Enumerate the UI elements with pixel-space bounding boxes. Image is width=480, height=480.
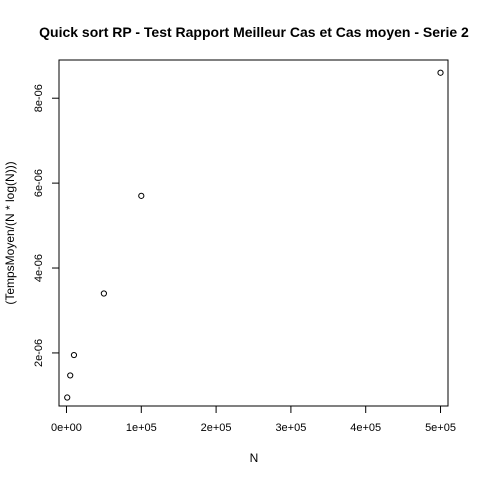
x-tick-label: 5e+05 xyxy=(425,422,456,434)
x-axis-label: N xyxy=(250,451,259,465)
x-tick-label: 3e+05 xyxy=(275,422,306,434)
x-tick-label: 1e+05 xyxy=(126,422,157,434)
y-axis: 2e-06 4e-06 6e-06 8e-06 xyxy=(33,84,60,367)
x-axis: 0e+00 1e+05 2e+05 3e+05 4e+05 5e+05 xyxy=(51,405,456,434)
data-point xyxy=(437,69,444,76)
data-point xyxy=(64,394,71,401)
data-points xyxy=(64,69,444,401)
x-tick-label: 2e+05 xyxy=(201,422,232,434)
y-axis-label: (TempsMoyen/(N * log(N))) xyxy=(3,161,17,304)
y-tick-label: 4e-06 xyxy=(33,254,45,282)
y-tick-label: 2e-06 xyxy=(33,339,45,367)
data-point xyxy=(138,192,145,199)
plot-frame xyxy=(58,59,449,407)
chart-title: Quick sort RP - Test Rapport Meilleur Ca… xyxy=(39,24,469,40)
x-tick-label: 0e+00 xyxy=(51,422,82,434)
data-point xyxy=(100,290,107,297)
data-point xyxy=(67,372,74,379)
y-tick-label: 8e-06 xyxy=(33,84,45,112)
data-point xyxy=(70,351,78,359)
x-tick-label: 4e+05 xyxy=(350,422,381,434)
y-tick-label: 6e-06 xyxy=(33,169,45,197)
